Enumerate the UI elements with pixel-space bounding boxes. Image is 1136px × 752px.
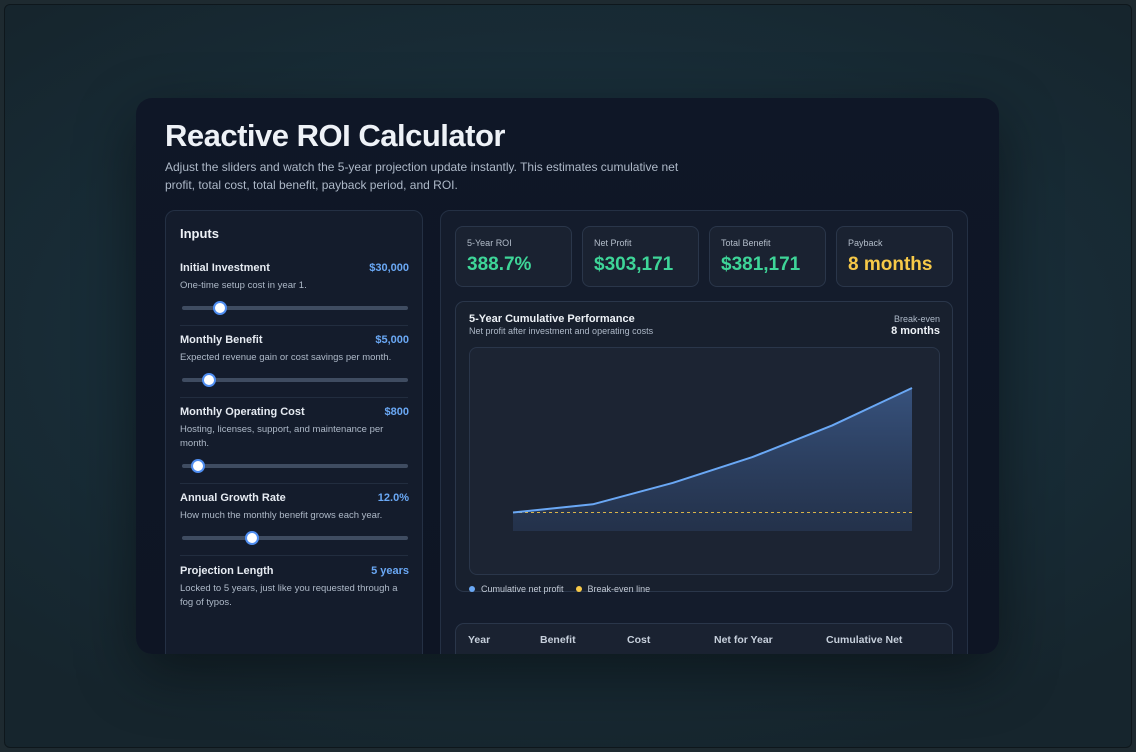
net-profit-line bbox=[512, 387, 913, 514]
chart-legend: Cumulative net profit Break-even line bbox=[469, 584, 650, 594]
table-header-net-for-year: Net for Year bbox=[714, 634, 773, 646]
chart-title: 5-Year Cumulative Performance bbox=[469, 313, 635, 325]
stat-card-payback: Payback 8 months bbox=[836, 226, 953, 287]
stat-label: Total Benefit bbox=[721, 238, 771, 248]
field-label: Projection Length bbox=[180, 565, 274, 577]
field-value: $30,000 bbox=[369, 262, 409, 274]
net-profit-area bbox=[513, 388, 912, 531]
field-description: Locked to 5 years, just like you request… bbox=[180, 583, 398, 608]
field-label: Annual Growth Rate bbox=[180, 492, 286, 504]
table-header-cumulative-net: Cumulative Net bbox=[826, 634, 903, 646]
slider-track[interactable] bbox=[182, 536, 408, 540]
stat-value: $381,171 bbox=[721, 254, 801, 275]
field-projection-length: Projection Length 5 years Locked to 5 ye… bbox=[180, 565, 409, 610]
field-monthly-operating-cost: Monthly Operating Cost $800 Hosting, lic… bbox=[180, 406, 409, 473]
legend-item-breakeven: Break-even line bbox=[575, 584, 651, 594]
divider bbox=[180, 325, 408, 326]
field-description: One-time setup cost in year 1. bbox=[180, 280, 307, 291]
field-value: $5,000 bbox=[375, 334, 409, 346]
slider-thumb[interactable] bbox=[245, 531, 260, 545]
monthly-benefit-slider[interactable] bbox=[182, 373, 408, 387]
projection-table: Year Benefit Cost Net for Year Cumulativ… bbox=[455, 623, 953, 654]
stat-label: Payback bbox=[848, 238, 883, 248]
annual-growth-rate-slider[interactable] bbox=[182, 531, 408, 545]
legend-dot bbox=[469, 586, 475, 592]
stat-label: Net Profit bbox=[594, 238, 632, 248]
field-initial-investment: Initial Investment $30,000 One-time setu… bbox=[180, 262, 409, 315]
field-value: 12.0% bbox=[377, 492, 409, 504]
legend-dot bbox=[575, 586, 582, 592]
stat-value: $303,171 bbox=[594, 254, 674, 275]
field-monthly-benefit: Monthly Benefit $5,000 Expected revenue … bbox=[180, 334, 409, 387]
legend-label: Cumulative net profit bbox=[481, 584, 564, 594]
initial-investment-slider[interactable] bbox=[182, 301, 408, 315]
chart-subtitle: Net profit after investment and operatin… bbox=[469, 326, 654, 336]
slider-thumb[interactable] bbox=[190, 459, 205, 473]
divider bbox=[180, 483, 408, 484]
divider bbox=[180, 397, 408, 398]
field-description: Hosting, licenses, support, and maintena… bbox=[180, 424, 384, 449]
stat-label: 5-Year ROI bbox=[467, 238, 512, 248]
slider-thumb[interactable] bbox=[202, 373, 217, 387]
field-label: Monthly Operating Cost bbox=[180, 406, 305, 418]
slider-thumb[interactable] bbox=[213, 301, 228, 315]
page-title: Reactive ROI Calculator bbox=[165, 118, 505, 153]
stat-value: 388.7% bbox=[467, 254, 532, 275]
legend-item-net-profit: Cumulative net profit bbox=[469, 584, 564, 594]
page-subtitle: Adjust the sliders and watch the 5-year … bbox=[165, 160, 679, 192]
slider-track[interactable] bbox=[182, 464, 408, 468]
divider bbox=[180, 555, 408, 556]
breakeven-label: Break-even bbox=[893, 314, 940, 324]
inputs-heading: Inputs bbox=[180, 226, 219, 241]
inputs-panel: Inputs Initial Investment $30,000 One-ti… bbox=[165, 210, 423, 654]
stat-card-roi: 5-Year ROI 388.7% bbox=[455, 226, 572, 287]
table-header-year: Year bbox=[468, 634, 491, 646]
breakeven-value: 8 months bbox=[891, 325, 940, 337]
field-annual-growth-rate: Annual Growth Rate 12.0% How much the mo… bbox=[180, 492, 409, 545]
stat-value: 8 months bbox=[848, 254, 933, 275]
slider-track[interactable] bbox=[182, 378, 408, 382]
field-value: $800 bbox=[384, 406, 409, 418]
field-description: How much the monthly benefit grows each … bbox=[180, 510, 383, 521]
field-value: 5 years bbox=[371, 565, 409, 577]
table-header-cost: Cost bbox=[627, 634, 651, 646]
chart-card: 5-Year Cumulative Performance Net profit… bbox=[455, 301, 953, 594]
legend-label: Break-even line bbox=[587, 584, 651, 594]
field-label: Initial Investment bbox=[180, 262, 270, 274]
field-label: Monthly Benefit bbox=[180, 334, 263, 346]
cumulative-profit-chart bbox=[512, 387, 913, 531]
monthly-operating-cost-slider[interactable] bbox=[182, 459, 408, 473]
slider-track[interactable] bbox=[182, 306, 408, 310]
field-description: Expected revenue gain or cost savings pe… bbox=[180, 352, 392, 363]
chart-plot-area bbox=[469, 347, 940, 575]
results-panel: 5-Year ROI 388.7% Net Profit $303,171 To… bbox=[440, 210, 968, 654]
roi-calculator-app: Reactive ROI Calculator Adjust the slide… bbox=[136, 98, 999, 654]
stat-card-total-benefit: Total Benefit $381,171 bbox=[709, 226, 826, 287]
stat-card-net-profit: Net Profit $303,171 bbox=[582, 226, 699, 287]
table-header-benefit: Benefit bbox=[540, 634, 576, 646]
